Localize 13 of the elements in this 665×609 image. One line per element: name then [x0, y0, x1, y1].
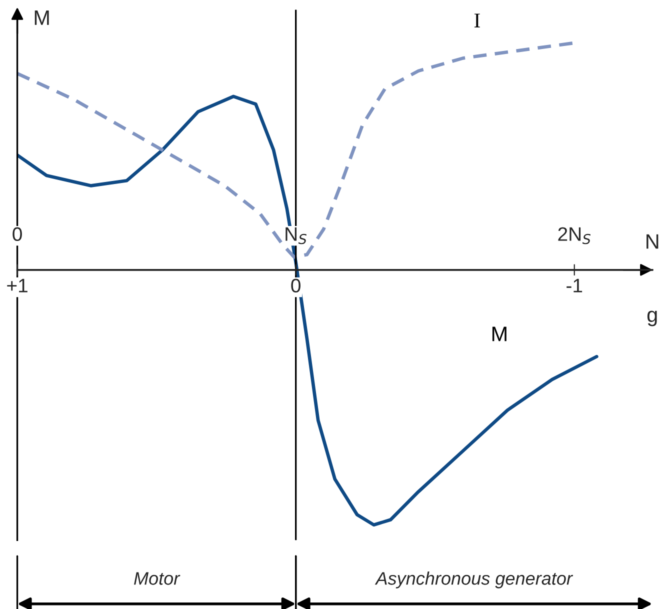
series-label: I — [474, 14, 480, 28]
x2-tick-label: 2N$_{S}$ — [558, 227, 591, 244]
text: M — [492, 326, 506, 342]
text: Asynchronous generator — [374, 572, 574, 588]
x-tick-label: 0 — [291, 278, 300, 292]
x-tick-label: -1 — [566, 278, 582, 292]
x-tick-label: +1 — [7, 278, 28, 292]
text: Motor — [134, 572, 180, 585]
x2-tick-label: N$_{S}$ — [286, 227, 307, 244]
x-axis-title: g — [647, 310, 657, 326]
x2-axis-title: N — [646, 234, 658, 249]
y-axis-title: M — [34, 10, 49, 25]
x2-tick-label: 0 — [12, 227, 22, 242]
